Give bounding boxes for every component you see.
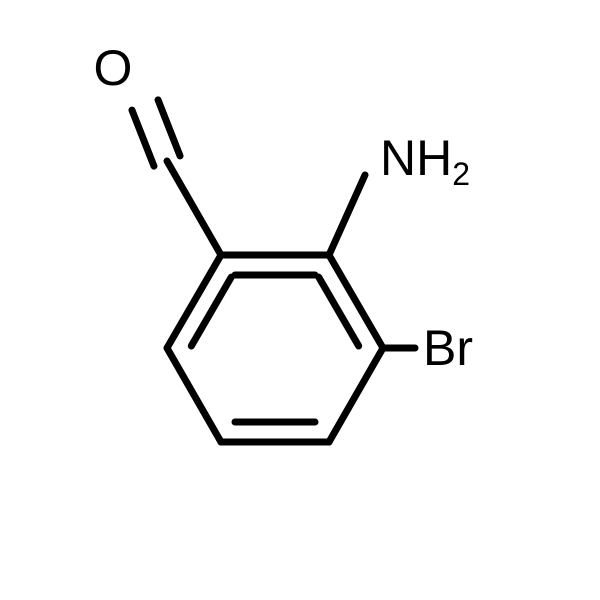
bond	[329, 348, 383, 442]
bond	[158, 100, 180, 156]
atom-label: O	[94, 40, 133, 96]
atom-label-nh2: NH2	[380, 130, 470, 192]
atom-label: Br	[423, 320, 473, 376]
bond	[167, 255, 221, 348]
bond	[319, 277, 359, 346]
bond	[191, 277, 231, 346]
bond	[167, 348, 221, 442]
bond	[329, 255, 383, 348]
bond	[167, 161, 221, 255]
bond	[329, 175, 365, 255]
bond	[132, 110, 154, 166]
